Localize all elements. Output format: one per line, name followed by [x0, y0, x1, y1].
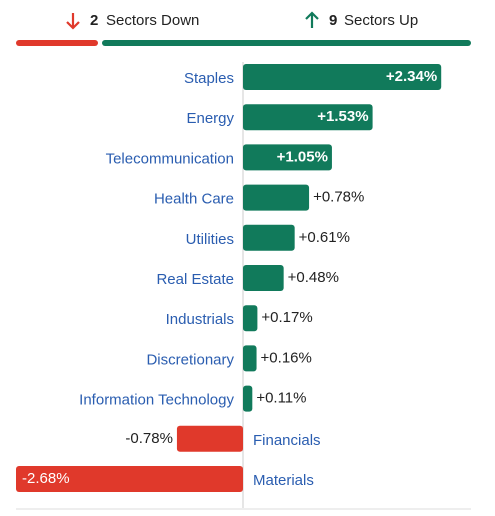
category-label: Health Care [154, 191, 234, 208]
category-label: Information Technology [79, 392, 234, 409]
category-label: Financials [253, 432, 321, 449]
category-label: Utilities [186, 231, 234, 248]
category-label: Materials [253, 472, 314, 489]
down-ratio-bar [16, 40, 98, 46]
value-label: +1.05% [277, 148, 328, 165]
category-label: Real Estate [156, 271, 234, 288]
category-label: Telecommunication [106, 150, 234, 167]
bar [243, 64, 442, 90]
down-label: Sectors Down [106, 12, 199, 29]
up-ratio-bar [102, 40, 471, 46]
down-count: 2 [90, 12, 98, 29]
value-label: +1.53% [317, 108, 368, 125]
value-label: +2.34% [386, 68, 437, 85]
category-label: Energy [186, 110, 234, 127]
bar [243, 305, 258, 332]
value-label: +0.17% [261, 309, 312, 326]
value-label: +0.48% [288, 269, 339, 286]
category-label: Staples [184, 70, 234, 87]
bar [243, 104, 373, 131]
value-label: -0.78% [125, 430, 173, 447]
category-label: Industrials [166, 311, 234, 328]
bar [243, 144, 332, 171]
up-arrow [305, 11, 319, 28]
value-label: -2.68% [22, 470, 70, 487]
value-label: +0.16% [261, 349, 312, 366]
value-label: +0.78% [313, 189, 364, 206]
bar [16, 466, 243, 492]
bar [243, 224, 295, 251]
value-label: +0.61% [299, 229, 350, 246]
bar [243, 184, 310, 211]
up-label: Sectors Up [344, 12, 418, 29]
category-label: Discretionary [146, 351, 234, 368]
bar [243, 265, 284, 291]
bar [243, 345, 257, 372]
value-label: +0.11% [256, 390, 306, 407]
bar [176, 425, 243, 452]
bar [243, 385, 253, 412]
up-count: 9 [329, 12, 337, 29]
down-arrow [66, 13, 80, 30]
